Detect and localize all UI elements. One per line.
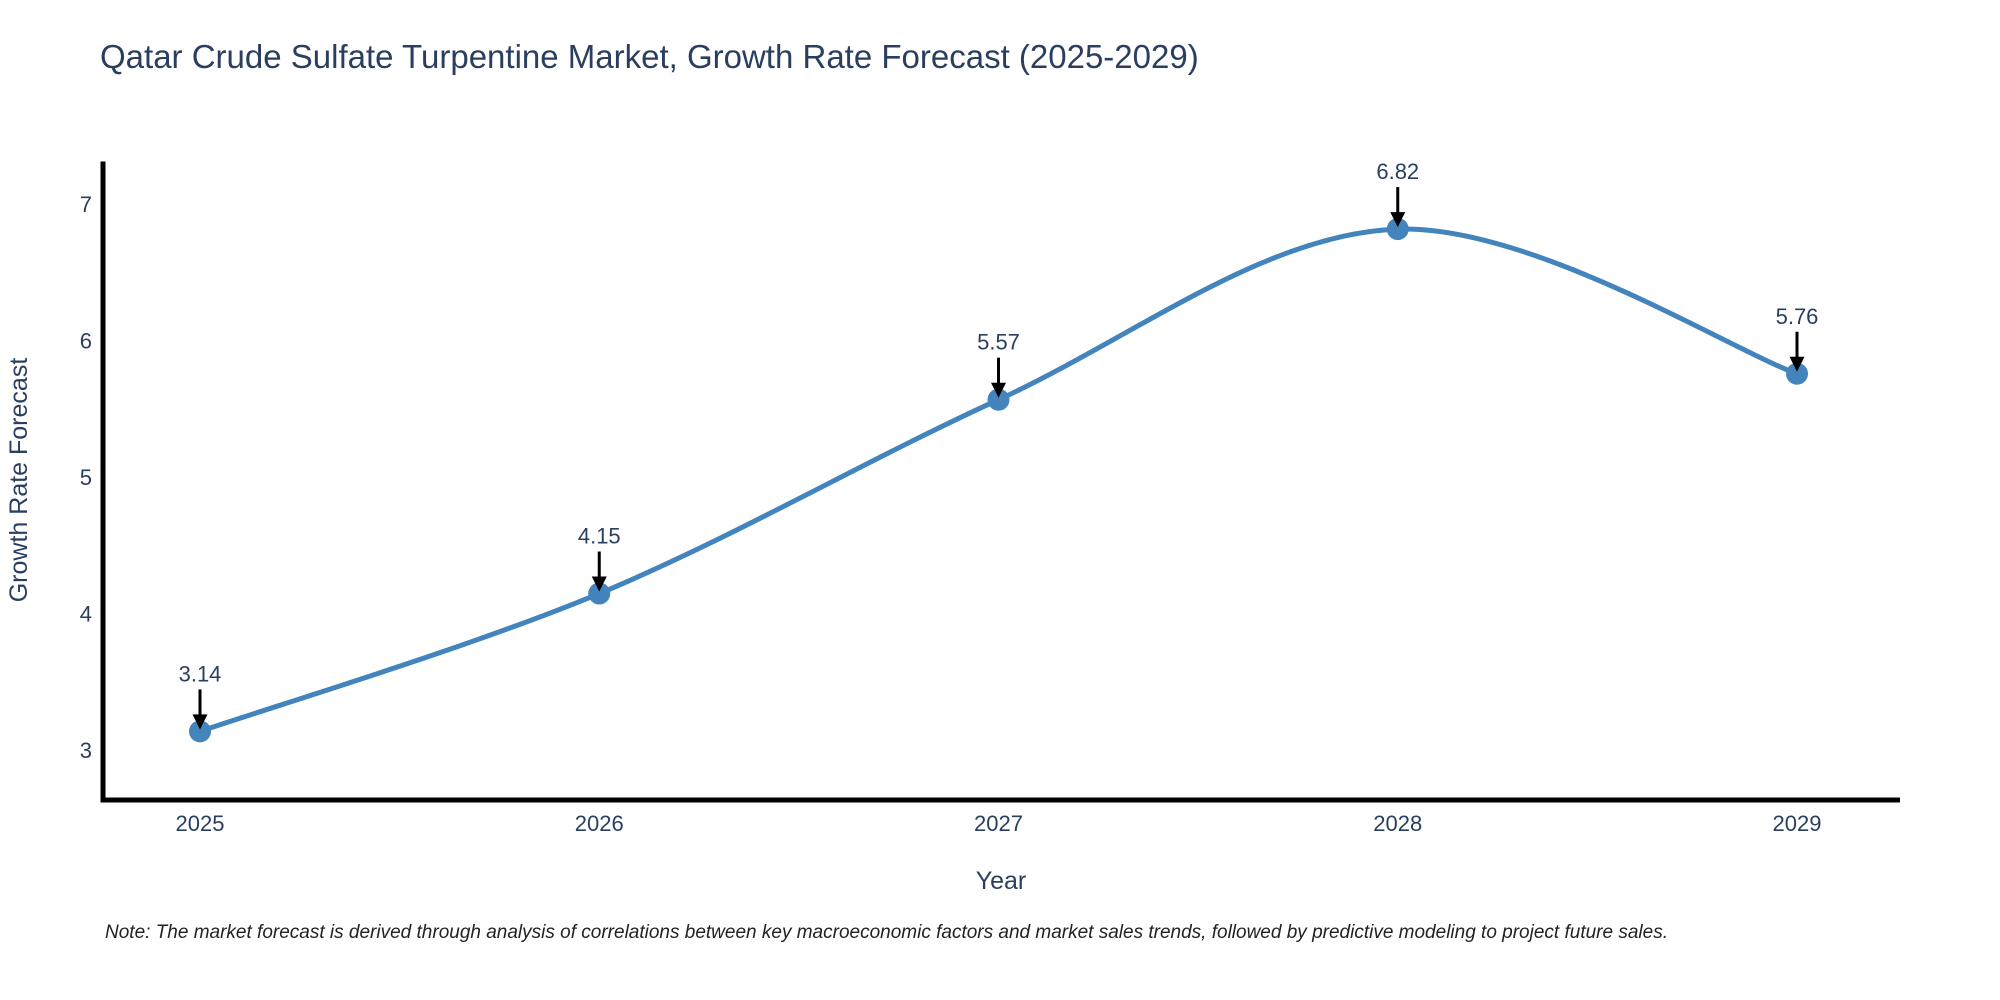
y-tick-label: 7	[80, 192, 92, 217]
series-markers	[189, 218, 1808, 743]
y-tick-label: 4	[80, 602, 92, 627]
annotation-arrowhead	[1390, 212, 1406, 228]
x-tick-label: 2028	[1373, 811, 1422, 836]
y-tick-label: 3	[80, 738, 92, 763]
annotation-arrowhead	[192, 714, 208, 730]
annotation-label: 5.76	[1776, 304, 1819, 329]
data-point-marker	[189, 720, 211, 743]
x-tick-label: 2029	[1773, 811, 1822, 836]
x-tick-label: 2025	[176, 811, 225, 836]
x-axis-title: Year	[976, 867, 1027, 895]
annotation: 3.14	[179, 661, 222, 730]
y-tick-label: 5	[80, 465, 92, 490]
axis-line	[100, 161, 1900, 803]
data-point-marker	[1386, 218, 1409, 241]
chart-title: Qatar Crude Sulfate Turpentine Market, G…	[100, 38, 1199, 75]
y-tick-label: 6	[80, 329, 92, 354]
y-axis-ticks: 3 4 5 6 7	[80, 192, 92, 763]
annotation: 6.82	[1376, 159, 1419, 228]
annotation: 5.76	[1776, 304, 1819, 372]
data-point-marker	[987, 388, 1010, 411]
x-tick-label: 2026	[575, 811, 624, 836]
y-axis-title: Growth Rate Forecast	[5, 358, 33, 603]
annotation-label: 6.82	[1376, 159, 1419, 184]
annotation-arrowhead	[1789, 356, 1805, 372]
annotation-arrowhead	[591, 576, 607, 592]
annotation-label: 4.15	[578, 524, 621, 549]
x-axis-ticks: 2025 2026 2027 2028 2029	[176, 811, 1822, 836]
data-point-marker	[588, 582, 611, 605]
annotation: 5.57	[977, 330, 1020, 398]
x-tick-label: 2027	[974, 811, 1023, 836]
footnote: Note: The market forecast is derived thr…	[105, 922, 1668, 943]
series-line	[197, 226, 1800, 734]
annotations: 3.14 4.15 5.57 6.82 5.76	[179, 159, 1819, 730]
annotation: 4.15	[578, 524, 621, 592]
data-point-marker	[1786, 362, 1808, 385]
annotation-label: 5.57	[977, 330, 1020, 355]
annotation-arrowhead	[991, 382, 1006, 398]
annotation-label: 3.14	[179, 661, 222, 686]
